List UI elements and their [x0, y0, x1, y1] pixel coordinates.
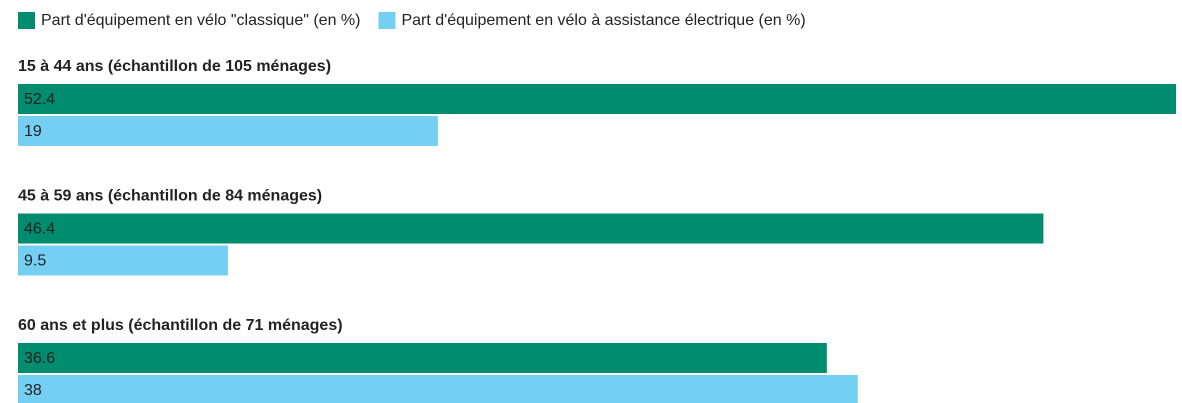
- legend-label: Part d'équipement en vélo "classique" (e…: [41, 12, 360, 29]
- bar: [18, 116, 438, 146]
- legend-swatch: [18, 12, 35, 29]
- category-label: 45 à 59 ans (échantillon de 84 ménages): [18, 188, 322, 205]
- bar: [18, 375, 858, 403]
- bar: [18, 213, 1044, 244]
- bar: [18, 245, 228, 276]
- legend-label: Part d'équipement en vélo à assistance é…: [401, 12, 805, 29]
- legend-swatch: [378, 12, 396, 29]
- bar: [18, 84, 1176, 114]
- bar-value-label: 19: [24, 123, 42, 140]
- category-label: 15 à 44 ans (échantillon de 105 ménages): [18, 58, 331, 75]
- bar-value-label: 9.5: [24, 253, 46, 270]
- bar-value-label: 46.4: [24, 221, 55, 238]
- bar-value-label: 36.6: [24, 350, 55, 367]
- bar-value-label: 52.4: [24, 91, 55, 108]
- bar: [18, 343, 827, 373]
- bar-value-label: 38: [24, 382, 42, 399]
- category-label: 60 ans et plus (échantillon de 71 ménage…: [18, 317, 343, 334]
